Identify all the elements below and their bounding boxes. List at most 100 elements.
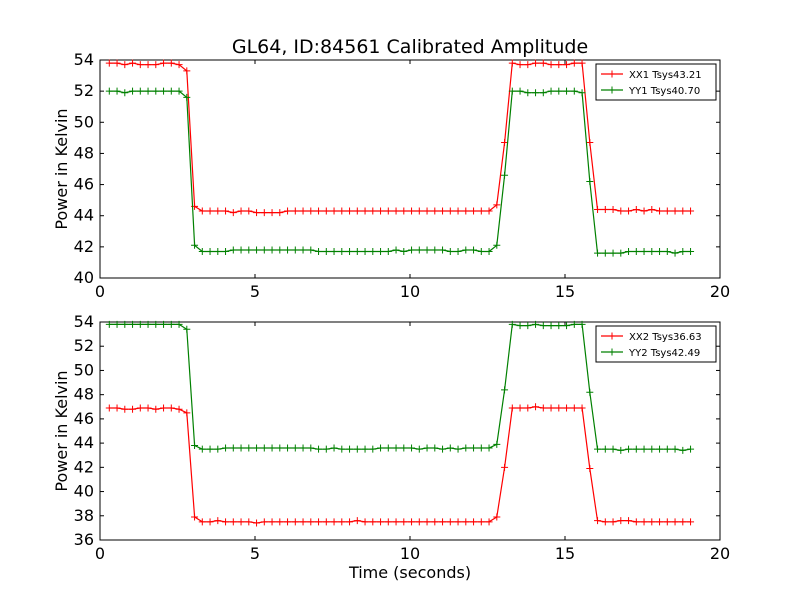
y-tick-label: 36 xyxy=(74,530,94,549)
data-point xyxy=(129,59,137,67)
y-tick-label: 48 xyxy=(74,385,94,404)
data-point xyxy=(462,444,470,452)
data-point xyxy=(198,445,206,453)
data-point xyxy=(415,518,423,526)
data-point xyxy=(578,89,586,97)
data-point xyxy=(377,518,385,526)
data-point xyxy=(330,444,338,452)
data-point xyxy=(477,207,485,215)
data-point xyxy=(570,404,578,412)
data-point xyxy=(253,444,261,452)
series-2 xyxy=(105,320,695,454)
data-point xyxy=(586,465,594,473)
data-point xyxy=(307,518,315,526)
y-tick-label: 54 xyxy=(74,312,94,331)
data-point xyxy=(299,444,307,452)
data-point xyxy=(586,388,594,396)
data-point xyxy=(663,518,671,526)
data-point xyxy=(152,61,160,69)
data-point xyxy=(284,207,292,215)
data-point xyxy=(539,89,547,97)
data-point xyxy=(222,518,230,526)
data-point xyxy=(671,207,679,215)
data-point xyxy=(322,445,330,453)
data-point xyxy=(377,207,385,215)
y-tick-label: 40 xyxy=(74,482,94,501)
data-point xyxy=(493,440,501,448)
data-point xyxy=(315,518,323,526)
data-point xyxy=(485,207,493,215)
data-point xyxy=(377,248,385,256)
data-point xyxy=(601,445,609,453)
x-axis-label: Time (seconds) xyxy=(348,563,471,582)
series-line xyxy=(109,90,691,254)
data-point xyxy=(361,445,369,453)
data-point xyxy=(121,61,129,69)
x-tick-label: 10 xyxy=(400,544,420,563)
data-point xyxy=(601,518,609,526)
data-point xyxy=(524,322,532,330)
data-point xyxy=(609,205,617,213)
data-point xyxy=(609,249,617,257)
data-point xyxy=(346,207,354,215)
data-point xyxy=(563,322,571,330)
data-point xyxy=(431,444,439,452)
data-point xyxy=(198,248,206,256)
data-point xyxy=(446,518,454,526)
data-point xyxy=(656,445,664,453)
data-point xyxy=(508,404,516,412)
data-point xyxy=(369,207,377,215)
data-point xyxy=(508,59,516,67)
data-point xyxy=(214,207,222,215)
data-point xyxy=(408,518,416,526)
data-point xyxy=(237,246,245,254)
data-point xyxy=(563,87,571,95)
data-point xyxy=(601,205,609,213)
data-point xyxy=(408,444,416,452)
data-point xyxy=(384,444,392,452)
y-tick-label: 46 xyxy=(74,409,94,428)
data-point xyxy=(245,246,253,254)
data-point xyxy=(625,207,633,215)
data-point xyxy=(144,320,152,328)
data-point xyxy=(532,89,540,97)
data-point xyxy=(113,404,121,412)
data-point xyxy=(167,59,175,67)
x-tick-label: 20 xyxy=(710,282,730,301)
chart-panel-1: 0 5 10 15 20 40 42 44 46 48 50 52 54 Power in Kelvin X… xyxy=(52,50,730,301)
data-point xyxy=(384,248,392,256)
data-point xyxy=(671,445,679,453)
data-point xyxy=(276,246,284,254)
data-point xyxy=(307,444,315,452)
data-point xyxy=(524,89,532,97)
y-tick-label: 42 xyxy=(74,237,94,256)
series-1 xyxy=(105,403,695,527)
data-point xyxy=(439,445,447,453)
data-point xyxy=(160,87,168,95)
data-point xyxy=(206,445,214,453)
legend: XX1 Tsys43.21 YY1 Tsys40.70 xyxy=(595,63,717,101)
data-point xyxy=(462,207,470,215)
data-point xyxy=(191,241,199,249)
data-point xyxy=(276,209,284,217)
data-point xyxy=(284,518,292,526)
legend-box xyxy=(595,325,717,363)
data-point xyxy=(501,386,509,394)
data-point xyxy=(570,320,578,328)
data-point xyxy=(214,248,222,256)
data-point xyxy=(423,246,431,254)
x-tick-label: 10 xyxy=(400,282,420,301)
legend-marker xyxy=(608,332,616,340)
data-point xyxy=(222,444,230,452)
data-point xyxy=(260,246,268,254)
data-point xyxy=(555,322,563,330)
series-line xyxy=(109,406,691,524)
data-point xyxy=(136,404,144,412)
data-point xyxy=(594,205,602,213)
data-point xyxy=(129,320,137,328)
data-point xyxy=(229,246,237,254)
data-point xyxy=(369,248,377,256)
data-point xyxy=(361,207,369,215)
data-point xyxy=(183,325,191,333)
data-point xyxy=(260,209,268,217)
